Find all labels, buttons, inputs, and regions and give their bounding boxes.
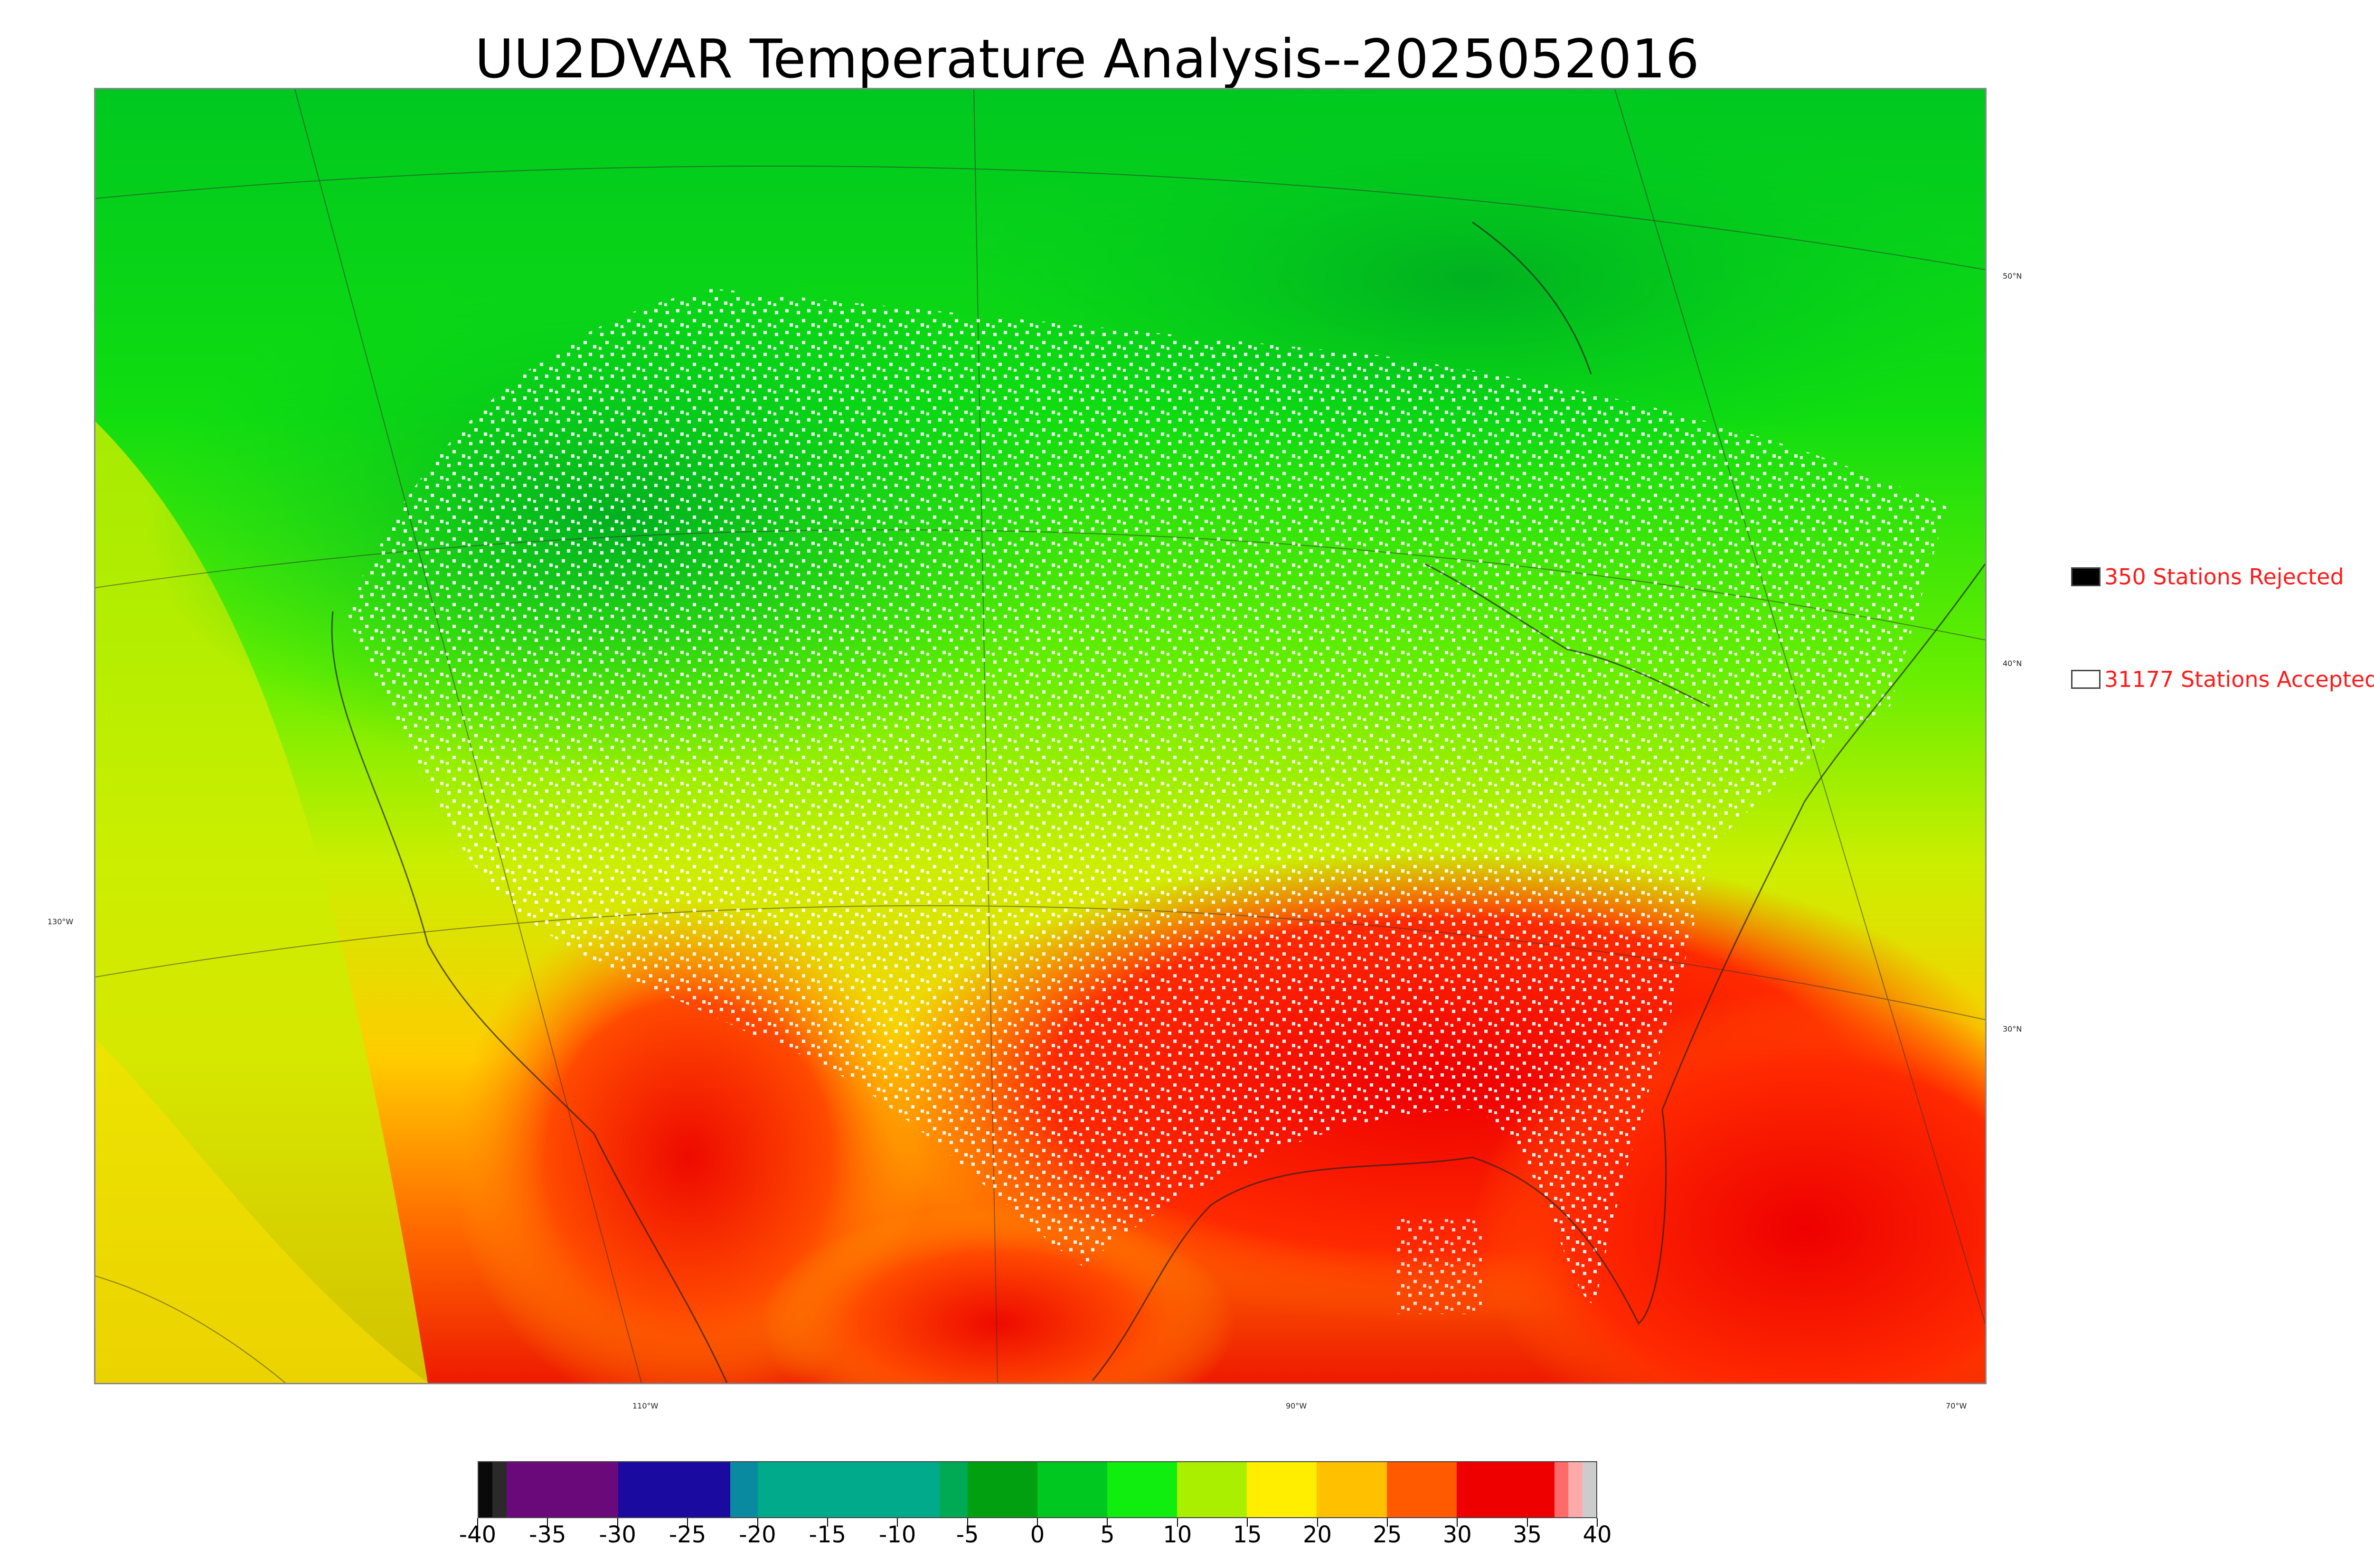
colorbar-segment — [1568, 1462, 1583, 1517]
legend-accepted: 31177 Stations Accepted — [2071, 667, 2374, 692]
mexico-hot-region — [760, 1205, 1235, 1383]
colorbar-tick-label: 15 — [1233, 1521, 1262, 1548]
colorbar-segment — [967, 1462, 1037, 1517]
colorbar-tick — [967, 1518, 968, 1527]
colorbar-segment — [1554, 1462, 1569, 1517]
colorbar-tick — [757, 1518, 758, 1527]
colorbar-tick — [1247, 1518, 1248, 1527]
station-markers — [347, 289, 1947, 1314]
colorbar-tick-label: -35 — [529, 1521, 566, 1548]
map-title: UU2DVAR Temperature Analysis--2025052016 — [475, 28, 1699, 90]
colorbar-tick — [1597, 1518, 1598, 1527]
colorbar-tick — [827, 1518, 828, 1527]
colorbar-tick — [897, 1518, 898, 1527]
accepted-swatch — [2071, 670, 2101, 689]
colorbar-tick — [547, 1518, 548, 1527]
colorbar-segment — [479, 1462, 493, 1517]
colorbar-tick — [1317, 1518, 1318, 1527]
colorbar-tick — [1386, 1518, 1388, 1527]
colorbar-tick-label: -20 — [739, 1521, 776, 1548]
colorbar-tick — [1526, 1518, 1528, 1527]
colorbar-segment — [1317, 1462, 1387, 1517]
colorbar-tick-label: -10 — [879, 1521, 916, 1548]
colorbar-tick-label: 30 — [1442, 1521, 1472, 1548]
lon-label-70w: 70°W — [1946, 1401, 1967, 1410]
pacific-warm-region — [95, 1039, 428, 1383]
colorbar-segment — [939, 1462, 968, 1517]
colorbar-tick-label: -5 — [956, 1521, 979, 1548]
rejected-swatch — [2071, 567, 2101, 586]
colorbar-segment — [1582, 1462, 1596, 1517]
colorbar-tick-label: -40 — [459, 1521, 497, 1548]
lon-label-110w: 110°W — [632, 1401, 659, 1410]
lon-label-90w: 90°W — [1286, 1401, 1307, 1410]
colorbar-segment — [506, 1462, 619, 1517]
colorbar-tick — [1037, 1518, 1038, 1527]
colorbar-segment — [1456, 1462, 1554, 1517]
temperature-map — [94, 88, 1987, 1384]
colorbar-tick-label: 10 — [1163, 1521, 1192, 1548]
colorbar-segment — [758, 1462, 940, 1517]
colorbar-tick-label: 25 — [1373, 1521, 1402, 1548]
colorbar-tick-label: -15 — [809, 1521, 847, 1548]
colorbar-tick — [1457, 1518, 1458, 1527]
colorbar-segment — [1247, 1462, 1317, 1517]
colorbar-segment — [1386, 1462, 1457, 1517]
colorbar-tick-label: 40 — [1583, 1521, 1612, 1548]
map-canvas — [95, 89, 1985, 1383]
rejected-label: 350 Stations Rejected — [2104, 564, 2344, 590]
colorbar-tick — [1107, 1518, 1108, 1527]
lon-label-130w: 130°W — [47, 917, 74, 926]
lat-label-30n: 30°N — [2003, 1024, 2022, 1033]
colorbar-segment — [1107, 1462, 1178, 1517]
colorbar-tick-label: 5 — [1100, 1521, 1115, 1548]
colorbar-segment — [618, 1462, 730, 1517]
colorbar-segment — [1037, 1462, 1108, 1517]
colorbar-tick — [617, 1518, 618, 1527]
colorbar-segment — [492, 1462, 507, 1517]
lat-label-40n: 40°N — [2003, 659, 2022, 668]
colorbar-tick-label: -30 — [599, 1521, 636, 1548]
colorbar-tick — [687, 1518, 688, 1527]
colorbar-segment — [1177, 1462, 1247, 1517]
lat-label-50n: 50°N — [2003, 272, 2022, 281]
colorbar-tick-label: -25 — [669, 1521, 707, 1548]
accepted-label: 31177 Stations Accepted — [2104, 667, 2374, 692]
colorbar-segment — [730, 1462, 758, 1517]
legend-rejected: 350 Stations Rejected — [2071, 564, 2344, 590]
colorbar-tick-label: 20 — [1302, 1521, 1332, 1548]
temperature-colorbar — [478, 1461, 1597, 1518]
colorbar-tick-label: 0 — [1030, 1521, 1045, 1548]
colorbar-tick — [1177, 1518, 1178, 1527]
coastlines — [331, 221, 1985, 1383]
colorbar-tick-label: 35 — [1513, 1521, 1542, 1548]
colorbar-tick — [477, 1518, 478, 1527]
